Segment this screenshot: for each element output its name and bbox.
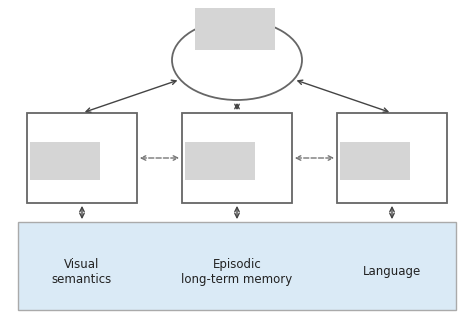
FancyArrowPatch shape [235, 207, 239, 218]
FancyArrowPatch shape [80, 207, 84, 218]
FancyArrowPatch shape [296, 156, 333, 160]
FancyArrowPatch shape [390, 207, 394, 218]
Text: Episodic
long-term memory: Episodic long-term memory [182, 258, 292, 286]
Bar [18, 222, 456, 310]
FancyArrowPatch shape [86, 80, 176, 112]
Bar [185, 142, 255, 180]
Bar [27, 113, 137, 203]
Bar [340, 142, 410, 180]
Text: Language: Language [363, 265, 421, 278]
Bar [195, 8, 275, 50]
FancyArrowPatch shape [298, 80, 388, 112]
Ellipse shape [172, 20, 302, 100]
Bar [337, 113, 447, 203]
FancyArrowPatch shape [141, 156, 178, 160]
FancyArrowPatch shape [235, 104, 239, 109]
Text: Visual
semantics: Visual semantics [52, 258, 112, 286]
Bar [182, 113, 292, 203]
Bar [30, 142, 100, 180]
